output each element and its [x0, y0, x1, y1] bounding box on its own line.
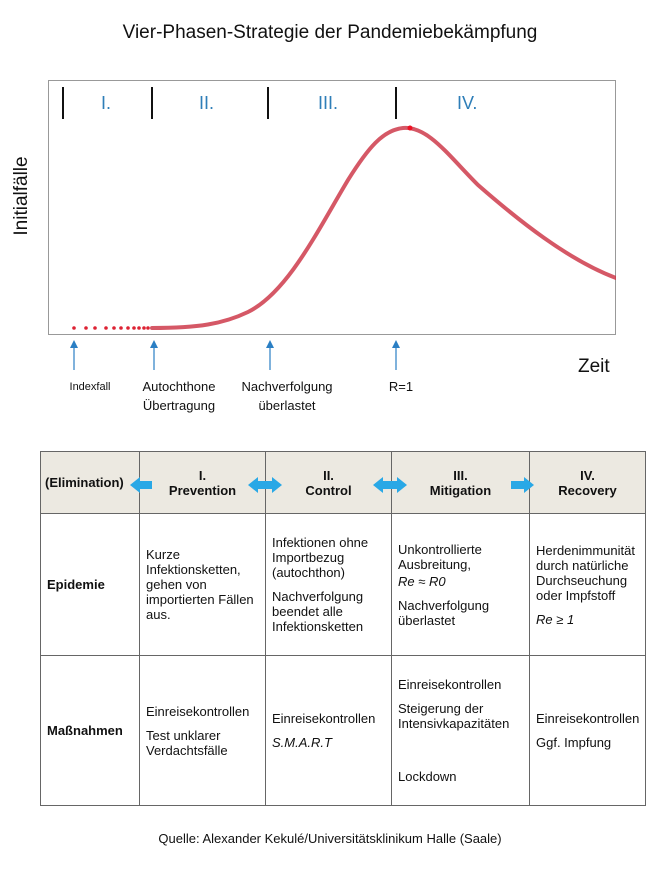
- early-case-dots: [72, 326, 150, 330]
- double-arrow-icon-1: [248, 477, 282, 493]
- header-prevention: I. Prevention: [139, 451, 266, 514]
- strategy-table: (Elimination) I. Prevention II. Control …: [40, 451, 646, 806]
- cell-massnahmen-recovery: Einreisekontrollen Ggf. Impfung: [529, 655, 646, 806]
- row-label-massnahmen: Maßnahmen: [40, 655, 140, 806]
- header-mitigation: III. Mitigation: [391, 451, 530, 514]
- marker-arrows: [70, 340, 400, 370]
- epidemic-curve: [150, 125, 616, 330]
- marker-r1: R=1: [388, 379, 414, 394]
- table-row: Epidemie Kurze Infektionsketten, gehen v…: [40, 513, 646, 656]
- right-arrow-icon: [511, 477, 534, 493]
- table-header-row: (Elimination) I. Prevention II. Control …: [40, 451, 646, 514]
- phase-label-3: III.: [318, 93, 339, 113]
- cell-epidemie-control: Infektionen ohne Importbezug (autochthon…: [265, 513, 392, 656]
- phase-transition-arrows: [130, 477, 534, 493]
- double-arrow-icon-2: [373, 477, 407, 493]
- marker-autochthone-uebertragung: Autochthone Übertragung: [142, 379, 216, 413]
- header-recovery: IV. Recovery: [529, 451, 646, 514]
- phase-label-1: I.: [101, 93, 112, 113]
- diagram-title: Vier-Phasen-Strategie der Pandemiebekämp…: [122, 22, 538, 43]
- cell-epidemie-mitigation: Unkontrollierte Ausbreitung, Re ≈ R0 Nac…: [391, 513, 530, 656]
- cell-epidemie-recovery: Herdenimmunität durch natürliche Durchse…: [529, 513, 646, 656]
- peak-dot: [407, 125, 413, 131]
- left-arrow-icon: [130, 477, 152, 493]
- row-label-epidemie: Epidemie: [40, 513, 140, 656]
- x-axis-label: Zeit: [578, 356, 610, 377]
- table-row: Maßnahmen Einreisekontrollen Test unklar…: [40, 655, 646, 806]
- header-control: II. Control: [265, 451, 392, 514]
- epidemic-curve-chart: [48, 80, 616, 335]
- source-credit: Quelle: Alexander Kekulé/Universitätskli…: [158, 831, 502, 846]
- phase-label-2: II.: [199, 93, 215, 113]
- cell-epidemie-prevention: Kurze Infektionsketten, gehen von import…: [139, 513, 266, 656]
- header-elimination: (Elimination): [40, 451, 140, 514]
- cell-massnahmen-prevention: Einreisekontrollen Test unklarer Verdach…: [139, 655, 266, 806]
- marker-indexfall: Indexfall: [69, 381, 111, 393]
- marker-nachverfolgung-ueberlastet: Nachverfolgung überlastet: [241, 379, 333, 413]
- phase-label-4: IV.: [457, 93, 478, 113]
- cell-massnahmen-control: Einreisekontrollen S.M.A.R.T: [265, 655, 392, 806]
- y-axis-label: Initialfälle: [11, 156, 32, 236]
- cell-massnahmen-mitigation: Einreisekontrollen Steigerung der Intens…: [391, 655, 530, 806]
